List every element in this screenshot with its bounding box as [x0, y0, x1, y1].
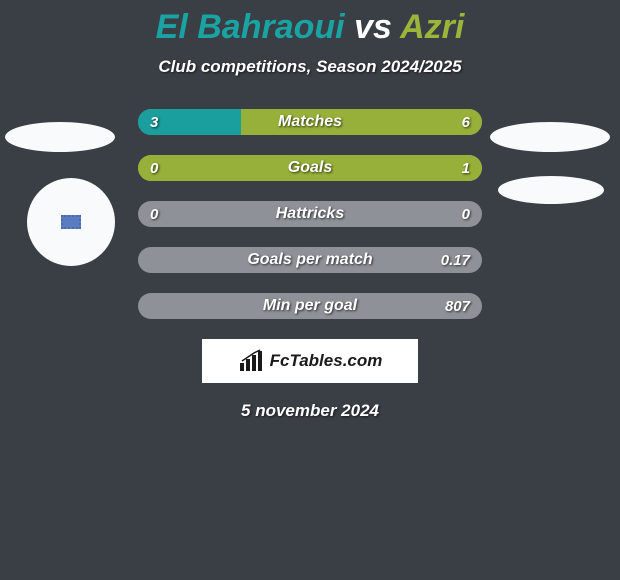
stat-bar: 36Matches [138, 109, 482, 135]
title-vs: vs [354, 8, 392, 46]
stat-bar: 0.17Goals per match [138, 247, 482, 273]
player1-ellipse [5, 122, 115, 152]
page-title: El Bahraoui vs Azri [0, 0, 620, 47]
bar-fill-right [241, 109, 482, 135]
brand-text: FcTables.com [270, 351, 383, 371]
bar-fill-left [138, 109, 241, 135]
brand-icon [238, 349, 266, 373]
player2-ellipse [490, 122, 610, 152]
club-badge [27, 178, 115, 266]
bar-label: Hattricks [138, 201, 482, 227]
date-text: 5 november 2024 [0, 401, 620, 421]
bar-value-right: 0.17 [441, 247, 470, 273]
stat-bars: 36Matches 01Goals 0 0Hattricks 0.17Goals per… [138, 109, 482, 319]
bar-value-right: 0 [462, 201, 470, 227]
stat-bar: 0 0Hattricks [138, 201, 482, 227]
bar-label: Min per goal [138, 293, 482, 319]
player2-ellipse-2 [498, 176, 604, 204]
brand-box: FcTables.com [202, 339, 418, 383]
title-player1: El Bahraoui [156, 8, 345, 46]
stat-bar: 01Goals [138, 155, 482, 181]
bar-label: Goals per match [138, 247, 482, 273]
stat-bar: 807Min per goal [138, 293, 482, 319]
bar-value-left: 0 [150, 201, 158, 227]
bar-fill-right [138, 155, 482, 181]
title-player2: Azri [400, 8, 464, 46]
badge-icon [61, 215, 81, 229]
bar-value-right: 807 [445, 293, 470, 319]
subtitle: Club competitions, Season 2024/2025 [0, 57, 620, 77]
